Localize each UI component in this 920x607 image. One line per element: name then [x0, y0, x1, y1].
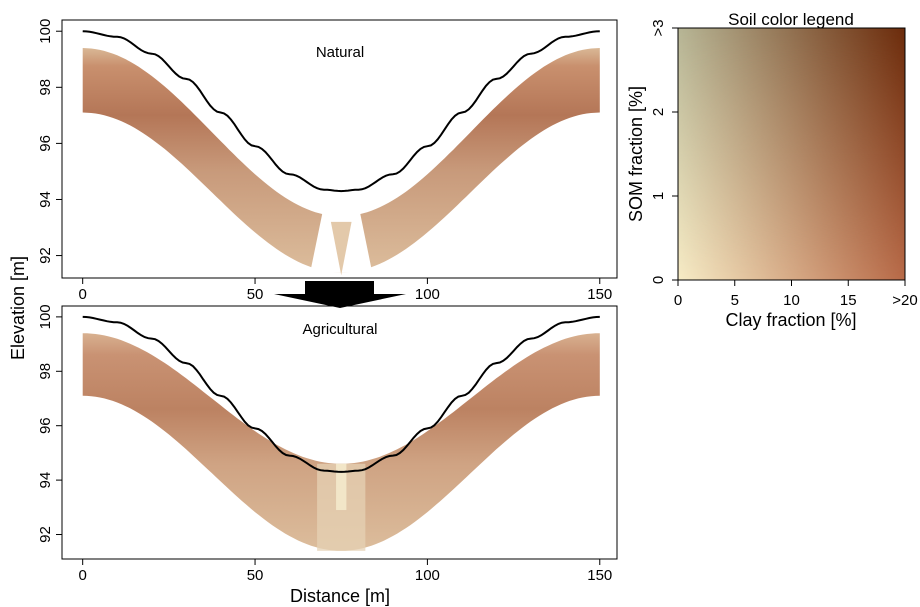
agricultural-y-axis: 92 94 96 98 100 — [37, 304, 62, 543]
soil-color-legend: Soil color legend 0 5 10 15 >20 0 1 2 >3 Clay f… — [626, 10, 918, 330]
natural-panel: 0 50 100 150 92 94 96 98 100 Natural — [37, 19, 618, 303]
agricultural-x-tick-label: 100 — [415, 567, 440, 584]
natural-plot-frame — [61, 19, 618, 279]
natural-y-tick-label: 94 — [37, 191, 54, 208]
natural-y-axis: 92 94 96 98 100 — [37, 19, 62, 264]
agricultural-x-axis: 0 50 100 150 — [79, 559, 612, 584]
agricultural-valley-fill — [317, 463, 366, 551]
som-tick-label: 2 — [650, 108, 667, 116]
clay-tick-label: 15 — [840, 292, 857, 309]
clay-fraction-axis: 0 5 10 15 >20 — [674, 280, 918, 309]
agricultural-y-tick-label: 92 — [37, 526, 54, 543]
som-tick-label: >3 — [650, 19, 667, 36]
legend-color-overlay — [678, 28, 905, 280]
som-axis-title: SOM fraction [%] — [626, 86, 646, 222]
agricultural-x-tick-label: 0 — [79, 567, 87, 584]
natural-y-tick-label: 96 — [37, 135, 54, 152]
agricultural-y-tick-label: 96 — [37, 417, 54, 434]
agricultural-x-tick-label: 50 — [247, 567, 264, 584]
agricultural-panel-title: Agricultural — [302, 321, 377, 338]
natural-x-tick-label: 100 — [415, 286, 440, 303]
natural-x-tick-label: 50 — [247, 286, 264, 303]
agricultural-plot-frame — [61, 305, 618, 560]
agricultural-y-tick-label: 100 — [37, 304, 54, 329]
agricultural-y-tick-label: 94 — [37, 472, 54, 489]
legend-title: Soil color legend — [728, 10, 854, 29]
natural-y-tick-label: 98 — [37, 79, 54, 96]
agricultural-y-tick-label: 98 — [37, 363, 54, 380]
natural-x-tick-label: 0 — [79, 286, 87, 303]
natural-gully-erosion — [310, 193, 373, 276]
agricultural-x-tick-label: 150 — [587, 567, 612, 584]
gully-floor — [330, 221, 352, 276]
natural-x-tick-label: 150 — [587, 286, 612, 303]
clay-tick-label: 10 — [783, 292, 800, 309]
transition-arrow — [274, 281, 406, 308]
agricultural-surface-line — [82, 315, 600, 473]
deposit-core — [336, 463, 347, 511]
clay-tick-label: 5 — [731, 292, 739, 309]
clay-tick-label: >20 — [892, 292, 917, 309]
clay-axis-title: Clay fraction [%] — [725, 310, 856, 330]
agricultural-panel: 0 50 100 150 92 94 96 98 100 Agricultural Dista… — [37, 304, 618, 606]
som-tick-label: 0 — [650, 276, 667, 284]
natural-y-tick-label: 100 — [37, 19, 54, 44]
som-tick-label: 1 — [650, 192, 667, 200]
clay-tick-label: 0 — [674, 292, 682, 309]
natural-y-tick-label: 92 — [37, 247, 54, 264]
natural-panel-title: Natural — [316, 44, 364, 61]
natural-surface-line — [82, 30, 600, 193]
natural-x-axis: 0 50 100 150 — [79, 278, 612, 303]
som-fraction-axis: 0 1 2 >3 — [650, 19, 678, 284]
distance-axis-title: Distance [m] — [290, 586, 390, 606]
elevation-axis-title: Elevation [m] — [8, 256, 28, 360]
